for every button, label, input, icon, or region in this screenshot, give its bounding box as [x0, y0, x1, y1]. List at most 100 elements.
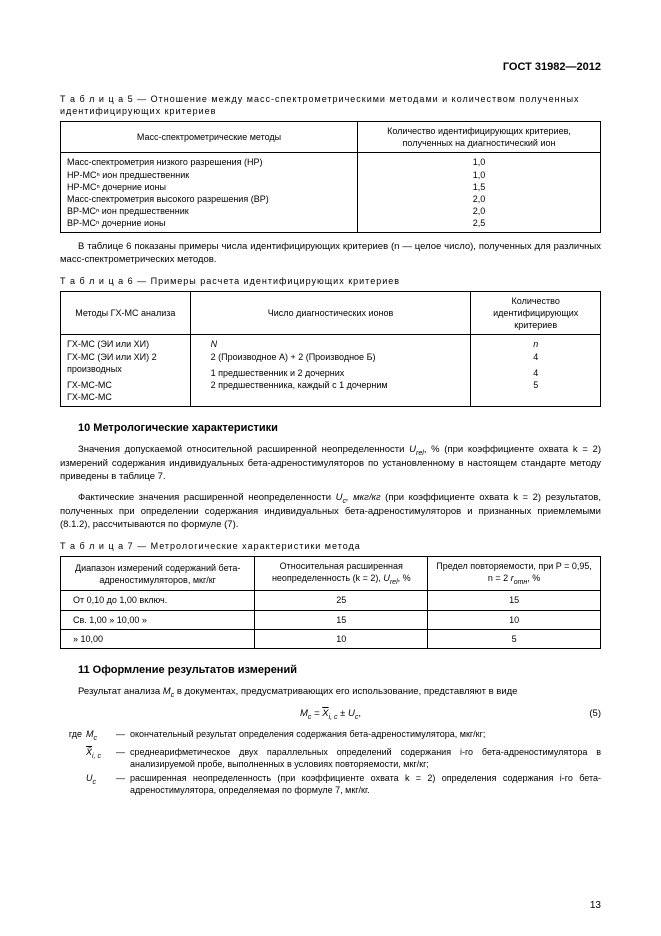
- def-dash: —: [116, 772, 130, 796]
- def-blank: [60, 746, 82, 770]
- t5r: НР-МСⁿ ион предшественник: [67, 169, 351, 181]
- t5r: Масс-спектрометрия высокого разрешения (…: [67, 193, 351, 205]
- t6h2: Число диагностических ионов: [190, 292, 471, 335]
- s11p1b: в документах, предусматривающих его испо…: [174, 686, 517, 697]
- t5v: 1,0: [364, 156, 594, 168]
- t7u: 25: [255, 591, 428, 610]
- t7h2: Относительная расширенная неопределеннос…: [255, 557, 428, 591]
- table7-caption: Т а б л и ц а 7 — Метрологические характ…: [60, 540, 601, 552]
- def-blank: [60, 772, 82, 796]
- s10-p1: Значения допускаемой относительной расши…: [60, 444, 601, 484]
- s10-p2: Фактические значения расширенной неопред…: [60, 492, 601, 532]
- fr: U: [348, 708, 355, 719]
- formula-5: Mc = Xi, c ± Uc, (5): [60, 708, 601, 722]
- def-text: расширенная неопределенность (при коэффи…: [130, 772, 601, 796]
- t5v: 2,0: [364, 193, 594, 205]
- feq: =: [311, 708, 322, 719]
- def-row: X̄i, c — среднеарифметическое двух парал…: [60, 746, 601, 770]
- where-label: где: [60, 728, 82, 743]
- s11-p1: Результат анализа Mc в документах, преду…: [60, 686, 601, 700]
- t5r: ВР-МСⁿ ион предшественник: [67, 205, 351, 217]
- t6c1r: ГХ-МС-МС: [67, 391, 184, 403]
- t7u: 10: [255, 629, 428, 648]
- def-row: где Mc — окончательный результат определ…: [60, 728, 601, 743]
- t6c3r: 5: [477, 379, 594, 391]
- s10p2a: Фактические значения расширенной неопред…: [78, 492, 336, 503]
- table5-body: Масс-спектрометрия низкого разрешения (Н…: [61, 153, 358, 233]
- table5: Масс-спектрометрические методы Количеств…: [60, 121, 601, 233]
- t5v: 1,5: [364, 181, 594, 193]
- table-row: » 10,00 10 5: [61, 629, 601, 648]
- fcomma: ,: [358, 708, 361, 719]
- t5v: 2,0: [364, 205, 594, 217]
- def-dash: —: [116, 728, 130, 743]
- table5-caption: Т а б л и ц а 5 — Отношение между масс-с…: [60, 93, 601, 117]
- table5-head-col2: Количество идентифицирующих критериев, п…: [358, 122, 601, 153]
- def-dash: —: [116, 746, 130, 770]
- t6c2r: 2 предшественника, каждый с 1 дочерним: [211, 379, 465, 391]
- definitions: где Mc — окончательный результат определ…: [60, 728, 601, 796]
- t6h1: Методы ГХ-МС анализа: [61, 292, 191, 335]
- t6c2r: N: [211, 338, 465, 350]
- f-lhs: Mc: [300, 708, 311, 719]
- t6c3r: 4: [477, 367, 594, 379]
- t7h2b: , %: [398, 573, 411, 583]
- page: ГОСТ 31982—2012 Т а б л и ц а 5 — Отноше…: [0, 0, 661, 936]
- table-row: Св. 1,00 » 10,00 » 15 10: [61, 610, 601, 629]
- s10p1sub: rel: [416, 450, 424, 457]
- para-t6-intro: В таблице 6 показаны примеры числа идент…: [60, 241, 601, 267]
- formula-number: (5): [589, 708, 601, 721]
- t6c2r: 1 предшественник и 2 дочерних: [211, 367, 465, 379]
- table6-caption: Т а б л и ц а 6 — Примеры расчета иденти…: [60, 275, 601, 287]
- t7u: 15: [255, 610, 428, 629]
- fL: M: [300, 708, 308, 719]
- t6c2r: 2 (Производное А) + 2 (Производное Б): [211, 351, 465, 363]
- section10-title: 10 Метрологические характеристики: [78, 421, 601, 436]
- t6c3r: 4: [477, 351, 594, 363]
- fpm: ±: [338, 708, 349, 719]
- fms: i, c: [329, 714, 338, 721]
- t6c3r: n: [477, 338, 594, 350]
- def-text: среднеарифметическое двух параллельных о…: [130, 746, 601, 770]
- t7d: Св. 1,00 » 10,00 »: [61, 610, 255, 629]
- t6c2: N 2 (Производное А) + 2 (Производное Б) …: [190, 335, 471, 407]
- t7h3b: , %: [527, 573, 540, 583]
- t6c1r: ГХ-МС-МС: [67, 379, 184, 391]
- t5r: Масс-спектрометрия низкого разрешения (Н…: [67, 156, 351, 168]
- doc-id: ГОСТ 31982—2012: [60, 60, 601, 75]
- def-sym: X̄i, c: [82, 746, 116, 770]
- t7r: 10: [428, 610, 601, 629]
- table-row: От 0,10 до 1,00 включ. 25 15: [61, 591, 601, 610]
- table6: Методы ГХ-МС анализа Число диагностическ…: [60, 291, 601, 407]
- s10p1a: Значения допускаемой относительной расши…: [78, 444, 409, 455]
- s10p1sym: U: [409, 444, 416, 455]
- t7h3sub: отн: [514, 579, 528, 586]
- s11p1a: Результат анализа: [78, 686, 163, 697]
- table7: Диапазон измерений содержаний бета-адрен…: [60, 556, 601, 649]
- t7d: От 0,10 до 1,00 включ.: [61, 591, 255, 610]
- t5r: ВР-МСⁿ дочерние ионы: [67, 217, 351, 229]
- t6h3: Количество идентифицирующих критериев: [471, 292, 601, 335]
- t7h2sub: rel: [390, 579, 398, 586]
- t7r: 15: [428, 591, 601, 610]
- table5-head-col1: Масс-спектрометрические методы: [61, 122, 358, 153]
- t6c1: ГХ-МС (ЭИ или ХИ) ГХ-МС (ЭИ или ХИ) 2 пр…: [61, 335, 191, 407]
- t6c1r: ГХ-МС (ЭИ или ХИ): [67, 338, 184, 350]
- def-sym: Uc: [82, 772, 116, 796]
- t6c3: n 4 4 5: [471, 335, 601, 407]
- t5v: 2,5: [364, 217, 594, 229]
- t6c1r: ГХ-МС (ЭИ или ХИ) 2 производных: [67, 351, 184, 375]
- def-row: Uc — расширенная неопределенность (при к…: [60, 772, 601, 796]
- t7r: 5: [428, 629, 601, 648]
- table5-vals: 1,0 1,0 1,5 2,0 2,0 2,5: [358, 153, 601, 233]
- s10p2unit: , мкг/кг: [346, 492, 381, 503]
- section11-title: 11 Оформление результатов измерений: [78, 663, 601, 678]
- def-text: окончательный результат определения соде…: [130, 728, 601, 743]
- t7d: » 10,00: [61, 629, 255, 648]
- t7h3: Предел повторяемости, при P = 0,95, n = …: [428, 557, 601, 591]
- page-number: 13: [590, 899, 601, 913]
- t5v: 1,0: [364, 169, 594, 181]
- t7h1: Диапазон измерений содержаний бета-адрен…: [61, 557, 255, 591]
- s11p1sym: M: [163, 686, 171, 697]
- def-sym: Mc: [82, 728, 116, 743]
